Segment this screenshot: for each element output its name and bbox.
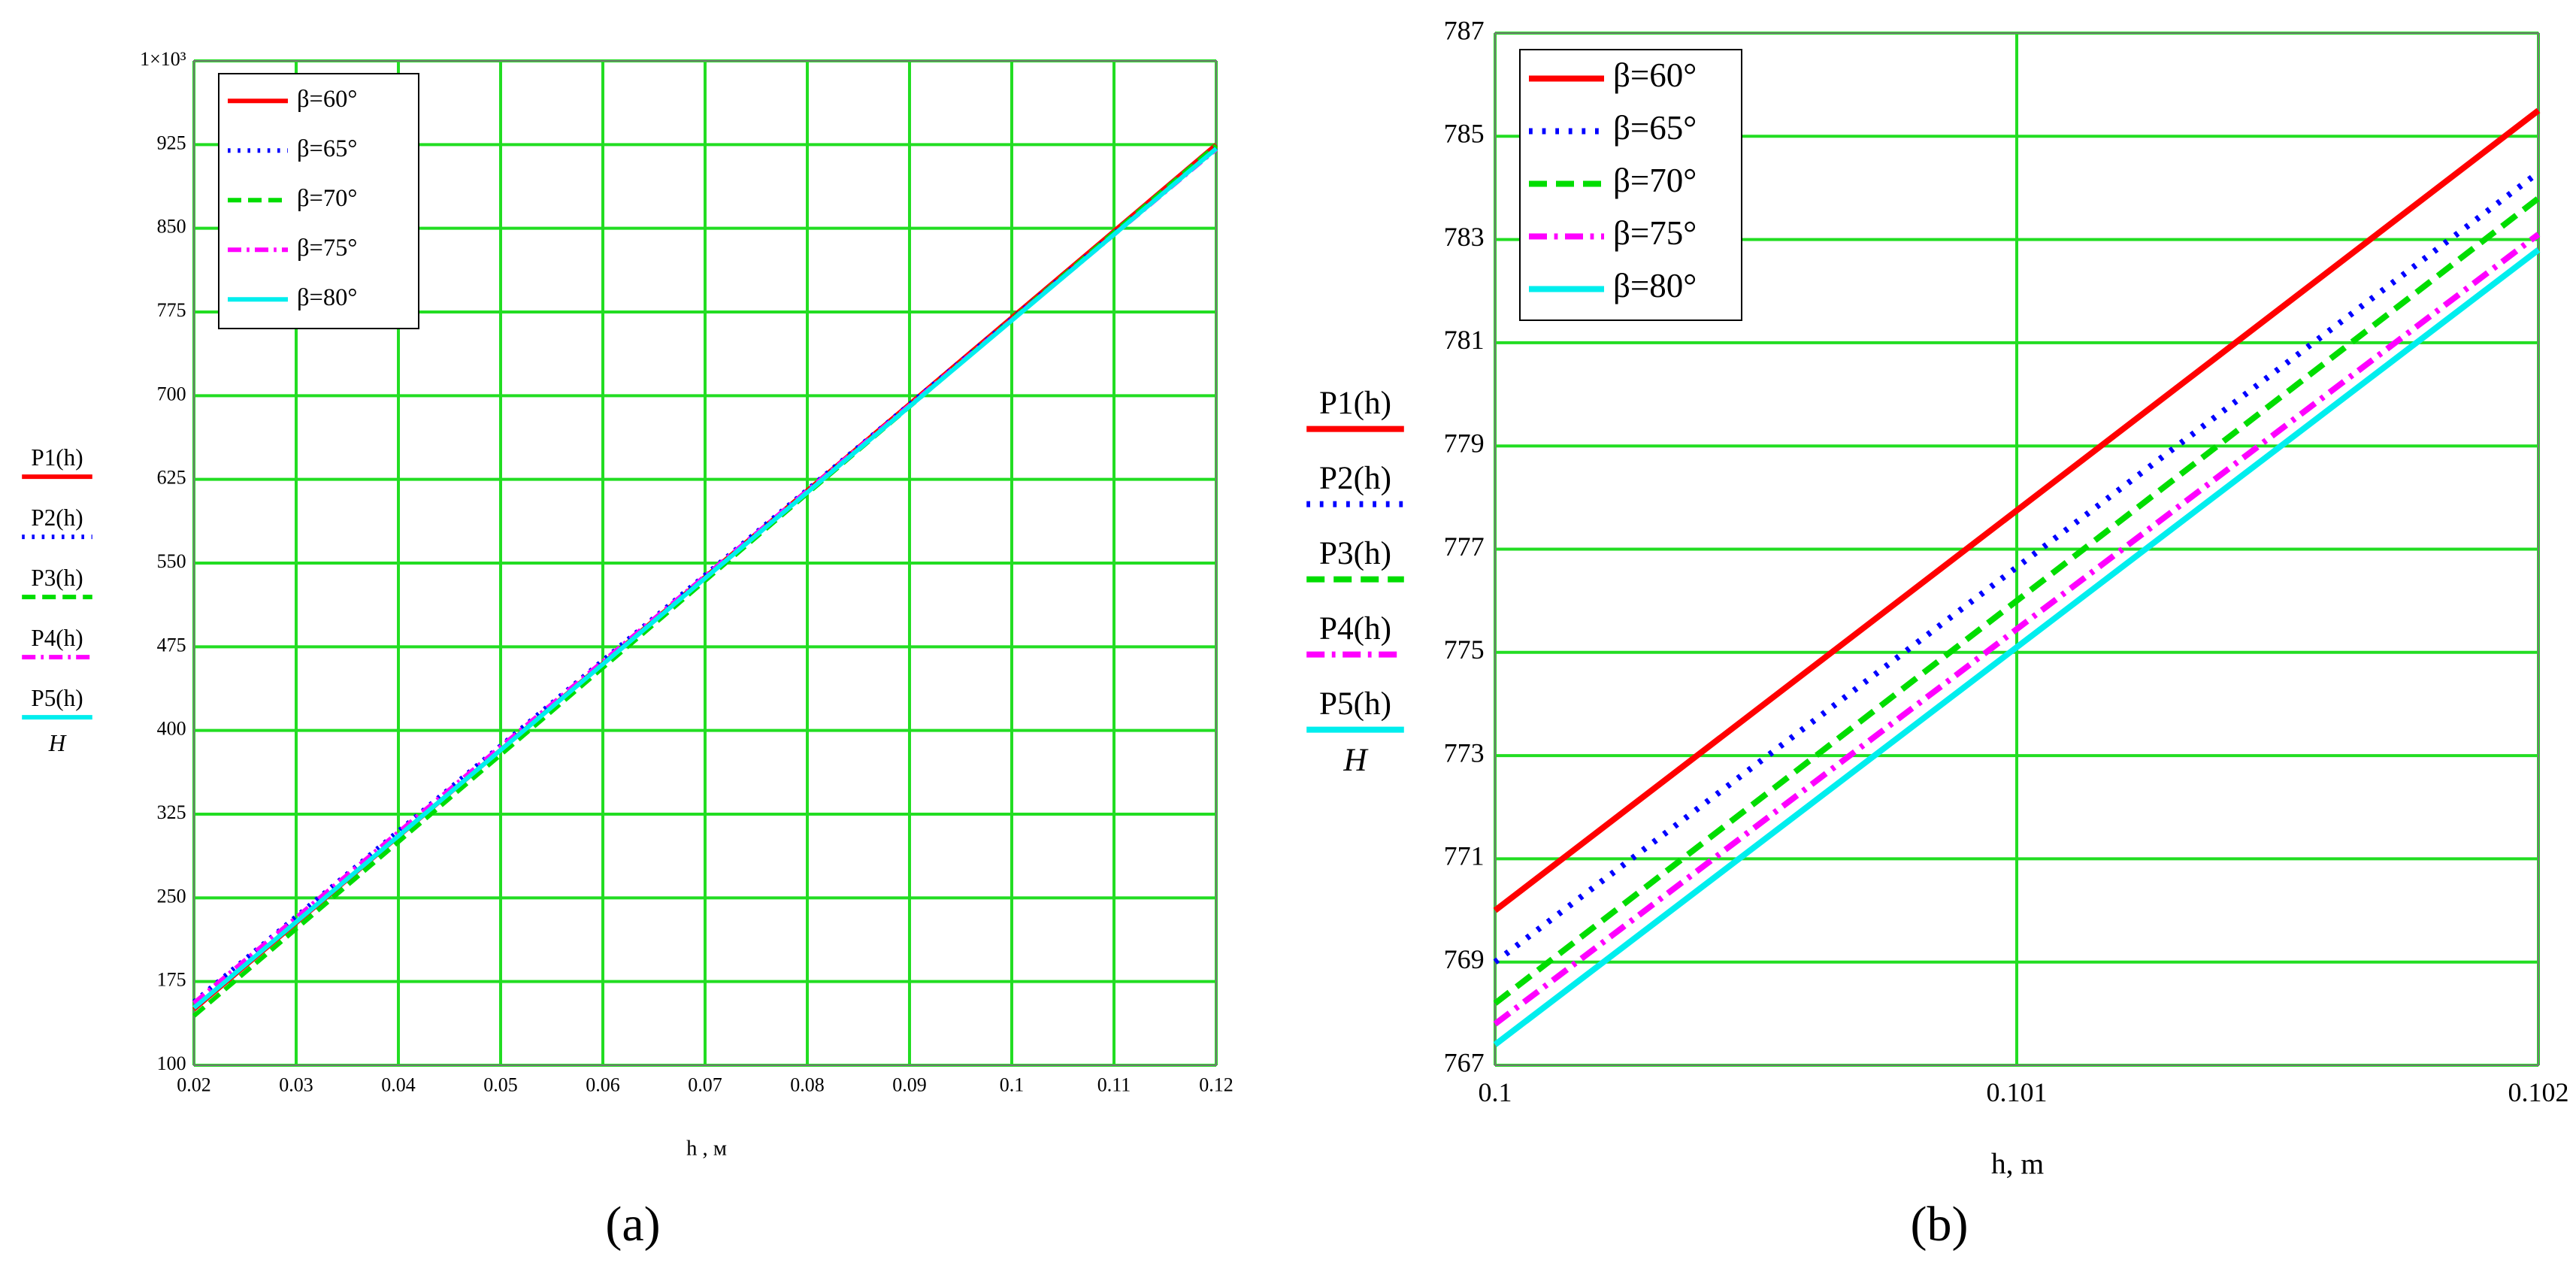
plot-frame	[193, 60, 1217, 1066]
y-tick-label: 175	[157, 969, 186, 991]
x-tick-label: 0.06	[586, 1074, 620, 1096]
series-line	[1493, 247, 2541, 1047]
y-trace-label: P5(h)	[31, 685, 83, 711]
x-tick-label: 0.03	[279, 1074, 313, 1096]
y-trace-label: P2(h)	[1319, 461, 1391, 496]
x-axis-label: h, m	[1991, 1147, 2045, 1180]
y-tick-label: 550	[157, 550, 186, 572]
legend-label: β=70°	[297, 185, 357, 212]
legend-label: β=75°	[1613, 214, 1697, 252]
y-tick-label: 100	[157, 1052, 186, 1074]
y-trace-label: P5(h)	[1319, 686, 1391, 722]
y-trace-label: P2(h)	[31, 504, 83, 531]
y-trace-label: P1(h)	[1319, 386, 1391, 421]
y-tick-label: 925	[157, 132, 186, 153]
legend-label: β=70°	[1613, 162, 1697, 199]
series-line	[192, 147, 1218, 1010]
series-line	[192, 146, 1218, 1004]
y-tick-label: 767	[1444, 1047, 1485, 1077]
series-line	[1493, 232, 2541, 1027]
x-axis-label: h , м	[686, 1137, 727, 1161]
y-tick-label: 773	[1444, 737, 1485, 768]
y-trace-label: P3(h)	[1319, 536, 1391, 571]
legend-label: β=60°	[1613, 56, 1697, 94]
y-trace-label: P3(h)	[31, 565, 83, 591]
y-tick-label: 775	[157, 299, 186, 321]
y-trace-label: P4(h)	[31, 625, 83, 651]
y-trace-label: P1(h)	[31, 444, 83, 471]
y-tick-label: 779	[1444, 428, 1485, 458]
x-tick-label: 0.11	[1097, 1074, 1131, 1096]
y-tick-label: 250	[157, 885, 186, 907]
plot-frame	[1494, 32, 2539, 1066]
y-tick-label: 783	[1444, 222, 1485, 252]
x-tick-label: 0.05	[483, 1074, 518, 1096]
y-tick-label: 787	[1444, 15, 1485, 45]
x-tick-label: 0.102	[2508, 1077, 2569, 1107]
y-tick-label: 850	[157, 216, 186, 238]
x-tick-label: 0.1	[1479, 1077, 1512, 1107]
caption: (a)	[605, 1197, 660, 1252]
y-tick-label: 325	[157, 801, 186, 823]
legend-label: β=65°	[297, 135, 357, 162]
x-tick-label: 0.08	[790, 1074, 825, 1096]
y-tick-label: 769	[1444, 944, 1485, 974]
y-tick-label: 771	[1444, 841, 1485, 871]
y-trace-label: P4(h)	[1319, 611, 1391, 647]
y-tick-label: 475	[157, 634, 186, 656]
legend-label: β=80°	[1613, 267, 1697, 304]
legend-label: β=60°	[297, 86, 357, 113]
y-tick-label: 400	[157, 718, 186, 740]
y-tick-label: 700	[157, 383, 186, 404]
x-tick-label: 0.12	[1199, 1074, 1234, 1096]
y-tick-label: 775	[1444, 634, 1485, 665]
legend-label: β=75°	[297, 235, 357, 262]
legend-label: β=65°	[1613, 109, 1697, 147]
y-tick-label: 625	[157, 467, 186, 489]
x-tick-label: 0.101	[1987, 1077, 2048, 1107]
y-tick-label: 777	[1444, 531, 1485, 562]
legend-label: β=80°	[297, 284, 357, 311]
y-axis-label: H	[48, 730, 67, 756]
y-tick-label: 785	[1444, 119, 1485, 149]
x-tick-label: 0.02	[177, 1074, 211, 1096]
x-tick-label: 0.09	[892, 1074, 927, 1096]
series-line	[1493, 195, 2541, 1006]
y-tick-label: 1×10³	[140, 48, 186, 70]
x-tick-label: 0.1	[1000, 1074, 1025, 1096]
y-tick-label: 781	[1444, 325, 1485, 355]
series-line	[1493, 108, 2541, 913]
y-axis-label: H	[1342, 743, 1369, 778]
x-tick-label: 0.04	[381, 1074, 416, 1096]
x-tick-label: 0.07	[688, 1074, 722, 1096]
caption: (b)	[1911, 1197, 1969, 1252]
